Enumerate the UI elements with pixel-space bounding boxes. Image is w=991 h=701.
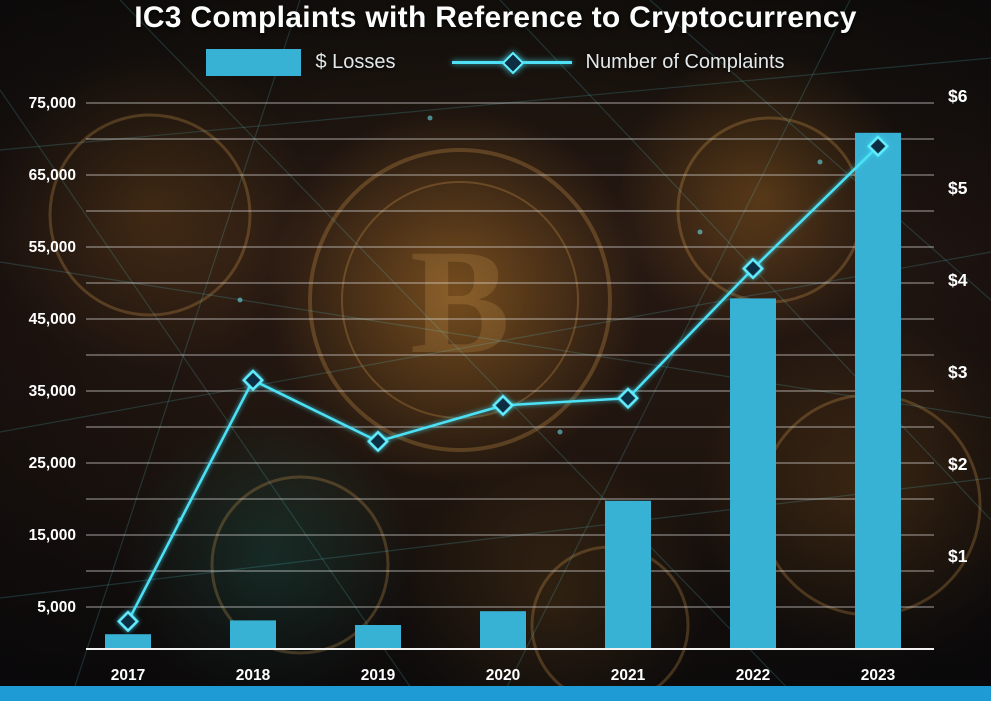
diamond-marker [242,369,264,392]
chart-title: IC3 Complaints with Reference to Cryptoc… [134,1,857,34]
loss-bar [355,625,401,648]
x-axis-label: 2023 [861,667,896,684]
x-axis-label: 2019 [361,667,396,684]
diamond-marker [617,387,639,410]
loss-bar [105,634,151,648]
left-axis-tick-label: 55,000 [29,239,76,256]
losses-swatch-icon [206,49,302,76]
legend-item-losses: $ Losses [206,49,396,76]
x-axis-label: 2021 [611,667,646,684]
loss-bar [730,298,776,648]
loss-bar [855,132,901,649]
legend: $ Losses Number of Complaints [0,49,991,76]
diamond-marker [117,610,139,633]
complaints-line-sample [451,49,572,76]
right-axis-tick-label: $4 [948,270,968,290]
legend-item-complaints: Number of Complaints [451,49,785,76]
diamond-marker-icon [501,51,524,75]
right-axis-tick-label: $3 [948,362,968,382]
left-axis-tick-label: 45,000 [29,311,76,328]
diamond-marker [742,257,764,280]
diamond-marker [867,135,889,158]
x-axis-label: 2017 [111,667,145,684]
right-axis-tick-label: $5 [948,178,968,198]
left-axis-tick-label: 65,000 [29,167,76,184]
loss-bar [230,620,276,648]
diamond-marker [367,430,389,453]
bottom-accent-bar [0,686,991,701]
left-axis-tick-label: 75,000 [29,95,76,112]
left-axis-tick-label: 35,000 [29,383,76,400]
right-axis-tick-label: $2 [948,454,968,474]
loss-bar [605,500,651,648]
complaints-legend-label: Number of Complaints [585,51,785,73]
x-axis-label: 2020 [486,667,520,684]
right-axis-tick-label: $6 [948,86,968,106]
x-axis-label: 2022 [736,667,770,684]
loss-bar [480,611,526,648]
diamond-marker [492,394,514,417]
losses-legend-label: $ Losses [315,51,396,73]
x-axis-label: 2018 [236,667,271,684]
right-axis-tick-label: $1 [948,546,968,566]
left-axis-tick-label: 25,000 [29,455,76,472]
left-axis-tick-label: 5,000 [37,599,76,616]
left-axis-tick-label: 15,000 [29,527,76,544]
